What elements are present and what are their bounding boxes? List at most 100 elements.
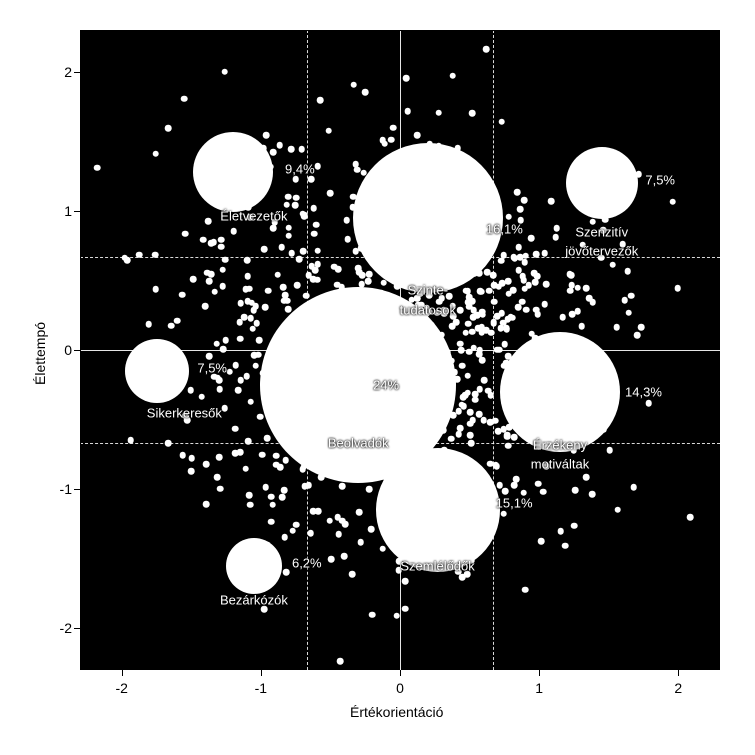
scatter-dot [367,452,374,459]
scatter-dot [387,247,394,254]
scatter-dot [339,420,346,427]
scatter-dot [263,132,270,139]
scatter-dot [303,367,310,374]
scatter-dot [381,365,388,372]
scatter-dot [539,366,546,373]
scatter-dot [624,268,631,275]
scatter-dot [670,198,677,205]
scatter-dot [458,464,465,471]
scatter-dot [397,318,404,325]
scatter-dot [457,425,464,432]
scatter-dot [251,352,258,359]
scatter-dot [438,295,445,302]
scatter-dot [314,410,321,417]
x-tick-label: 2 [674,680,682,696]
scatter-dot [574,336,581,343]
scatter-dot [478,329,485,336]
scatter-dot [497,482,504,489]
scatter-dot [485,505,492,512]
scatter-dot [249,326,256,333]
scatter-dot [470,474,477,481]
scatter-dot [481,377,488,384]
scatter-dot [380,473,387,480]
scatter-dot [438,390,445,397]
scatter-dot [589,491,596,498]
scatter-dot [282,534,289,541]
scatter-dot [438,512,445,519]
scatter-dot [285,306,292,313]
scatter-dot [614,324,621,331]
scatter-dot [353,329,360,336]
scatter-dot [237,335,244,342]
scatter-dot [351,395,358,402]
scatter-dot [634,332,641,339]
scatter-dot [315,455,322,462]
scatter-dot [281,297,288,304]
scatter-dot [364,392,371,399]
scatter-dot [423,442,430,449]
scatter-dot [470,314,477,321]
scatter-dot [222,337,229,344]
scatter-dot [351,437,358,444]
scatter-dot [206,278,213,285]
scatter-dot [330,385,337,392]
scatter-dot [410,385,417,392]
scatter-dot [483,327,490,334]
scatter-dot [263,369,270,376]
scatter-dot [420,342,427,349]
scatter-dot [589,218,596,225]
scatter-dot [315,508,322,515]
scatter-dot [438,388,445,395]
scatter-dot [243,373,250,380]
scatter-dot [674,285,681,292]
scatter-dot [476,386,483,393]
scatter-dot [284,341,291,348]
scatter-dot [410,420,417,427]
bubble-percent: 9,4% [285,162,315,177]
scatter-dot [518,217,525,224]
x-tick-label: 1 [535,680,543,696]
grid-h [80,443,720,444]
scatter-dot [363,414,370,421]
scatter-dot [375,301,382,308]
scatter-dot [360,170,367,177]
scatter-dot [454,145,461,152]
scatter-dot [403,75,410,82]
scatter-dot [426,292,433,299]
scatter-dot [271,219,278,226]
scatter-dot [312,267,319,274]
scatter-dot [372,304,379,311]
scatter-dot [346,317,353,324]
scatter-dot [346,300,353,307]
scatter-dot [645,400,652,407]
scatter-dot [253,320,260,327]
scatter-dot [395,241,402,248]
scatter-dot [615,506,622,513]
scatter-dot [435,143,442,150]
scatter-dot [505,290,512,297]
scatter-dot [312,380,319,387]
scatter-dot [398,323,405,330]
scatter-dot [340,386,347,393]
bubble-percent: 16,1% [486,221,523,236]
scatter-dot [341,290,348,297]
scatter-dot [181,96,188,103]
scatter-dot [358,340,365,347]
scatter-dot [388,137,395,144]
scatter-dot [341,553,348,560]
scatter-dot [513,476,520,483]
scatter-dot [174,317,181,324]
scatter-dot [418,301,425,308]
scatter-dot [378,290,385,297]
scatter-dot [492,192,499,199]
scatter-dot [318,474,325,481]
scatter-dot [411,552,418,559]
scatter-dot [502,400,509,407]
scatter-dot [355,392,362,399]
scatter-dot [356,509,363,516]
scatter-dot [465,208,472,215]
scatter-dot [345,382,352,389]
scatter-dot [487,419,494,426]
scatter-dot [598,254,605,261]
scatter-dot [571,522,578,529]
